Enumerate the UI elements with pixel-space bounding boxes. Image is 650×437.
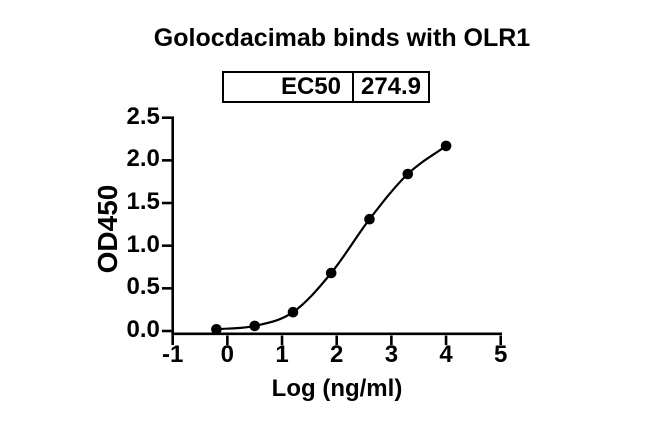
data-point — [364, 213, 375, 225]
y-tick-label: 1.5 — [126, 188, 160, 216]
y-tick-label: 0.0 — [126, 316, 160, 343]
ec50-table: EC50 274.9 — [222, 71, 430, 103]
y-tick-label: 2.0 — [126, 145, 160, 173]
ec50-label-cell: EC50 — [224, 73, 354, 101]
x-tick-label: 3 — [384, 341, 399, 368]
data-point — [402, 168, 414, 180]
data-point — [249, 320, 260, 332]
y-tick-label: 0.5 — [126, 273, 160, 301]
data-point — [211, 324, 222, 335]
y-tick-label: 2.5 — [126, 102, 160, 130]
x-tick-label: -1 — [162, 341, 184, 368]
x-tick-label: 2 — [330, 341, 344, 368]
data-point — [325, 267, 337, 279]
data-point — [287, 306, 299, 318]
x-tick-label: 5 — [494, 341, 508, 368]
x-tick-label: 4 — [439, 341, 453, 368]
x-tick-label: 1 — [275, 341, 289, 368]
ec50-value-cell: 274.9 — [360, 73, 422, 100]
chart-title: Golocdacimab binds with OLR1 — [153, 24, 531, 52]
x-tick-label: 0 — [220, 341, 235, 368]
x-axis-title: Log (ng/ml) — [271, 375, 403, 402]
y-tick-label: 1.0 — [126, 230, 160, 258]
data-point — [440, 140, 452, 152]
